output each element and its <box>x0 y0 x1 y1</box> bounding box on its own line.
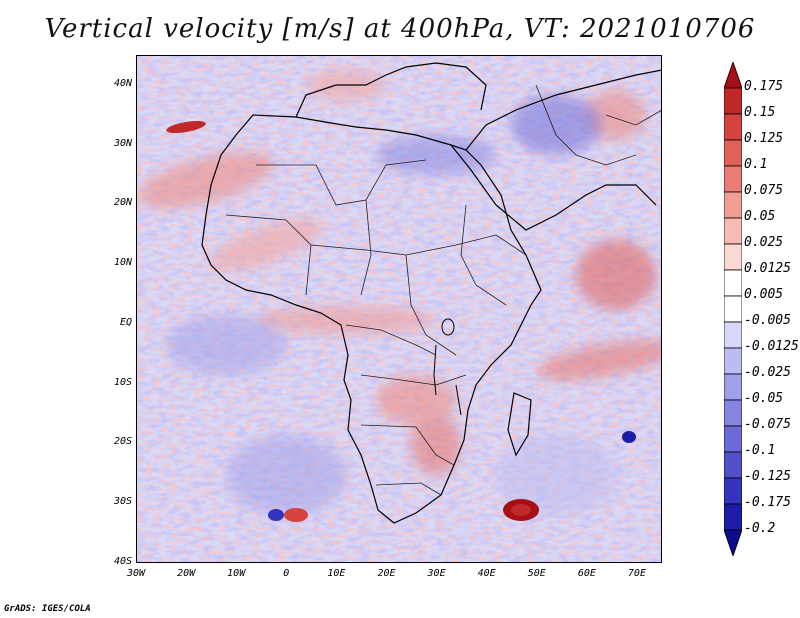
map-field <box>136 55 662 563</box>
colorbar-swatch <box>724 87 742 115</box>
colorbar-swatch <box>724 373 742 401</box>
lon-label: 40E <box>477 568 496 579</box>
colorbar-tick-label: -0.125 <box>744 469 791 484</box>
lat-label: 30S <box>113 496 132 508</box>
lat-label: 20S <box>113 436 132 448</box>
lon-label: 70E <box>627 568 646 579</box>
lon-label: 20E <box>377 568 396 579</box>
colorbar-tick-label: 0.025 <box>744 235 784 250</box>
lat-label: 40S <box>113 556 132 567</box>
colorbar-swatch <box>724 191 742 219</box>
colorbar-tick-label: 0.005 <box>744 287 784 302</box>
colorbar-swatch <box>724 113 742 141</box>
colorbar <box>724 62 742 556</box>
colorbar-swatch <box>724 269 742 297</box>
colorbar-tick-label: 0.075 <box>744 183 784 198</box>
colorbar-swatch <box>724 217 742 245</box>
map-panel <box>136 55 662 563</box>
colorbar-tick-label: -0.05 <box>744 391 784 406</box>
lat-label: EQ <box>119 316 132 328</box>
colorbar-swatch <box>724 477 742 505</box>
colorbar-swatch <box>724 399 742 427</box>
colorbar-swatch <box>724 295 742 323</box>
colorbar-swatch <box>724 139 742 167</box>
colorbar-tick-label: -0.0125 <box>744 339 799 354</box>
colorbar-tick-label: -0.075 <box>744 417 791 432</box>
colorbar-tick-label: 0.1 <box>744 157 768 172</box>
colorbar-tick-label: -0.175 <box>744 495 791 510</box>
lon-label: 50E <box>527 568 546 579</box>
lon-label: 0 <box>283 568 290 579</box>
colorbar-swatch <box>724 165 742 193</box>
plot-title: Vertical velocity [m/s] at 400hPa, VT: 2… <box>44 14 756 44</box>
lon-label: 10E <box>327 568 346 579</box>
colorbar-swatch <box>724 503 742 531</box>
colorbar-tick-label: -0.025 <box>744 365 791 380</box>
colorbar-swatch <box>724 347 742 375</box>
lat-label: 40N <box>113 77 132 89</box>
colorbar-tick-label: 0.0125 <box>744 261 791 276</box>
colorbar-tick-label: 0.125 <box>744 131 784 146</box>
colorbar-swatch <box>724 425 742 453</box>
lat-label: 30N <box>113 137 132 149</box>
colorbar-tick-label: -0.005 <box>744 313 791 328</box>
colorbar-swatch <box>724 243 742 271</box>
colorbar-tick-label: 0.175 <box>744 79 784 94</box>
coastline <box>201 62 662 524</box>
colorbar-min-triangle <box>724 529 742 556</box>
lon-label: 60E <box>577 568 596 579</box>
map-frame <box>136 55 662 563</box>
colorbar-tick-label: -0.2 <box>744 521 776 536</box>
footer-credit: GrADS: IGES/COLA <box>4 604 91 614</box>
lat-label: 10N <box>113 257 132 269</box>
colorbar-max-triangle <box>724 62 742 89</box>
lat-label: 20N <box>113 197 132 209</box>
lon-label: 10W <box>227 568 246 579</box>
lon-label: 30E <box>427 568 446 579</box>
lon-label: 30W <box>126 568 146 579</box>
lat-label: 10S <box>113 376 132 388</box>
lon-label: 20W <box>177 568 196 579</box>
colorbar-tick-label: -0.1 <box>744 443 776 458</box>
colorbar-tick-label: 0.15 <box>744 105 776 120</box>
colorbar-swatch <box>724 451 742 479</box>
colorbar-tick-label: 0.05 <box>744 209 776 224</box>
colorbar-swatch <box>724 321 742 349</box>
